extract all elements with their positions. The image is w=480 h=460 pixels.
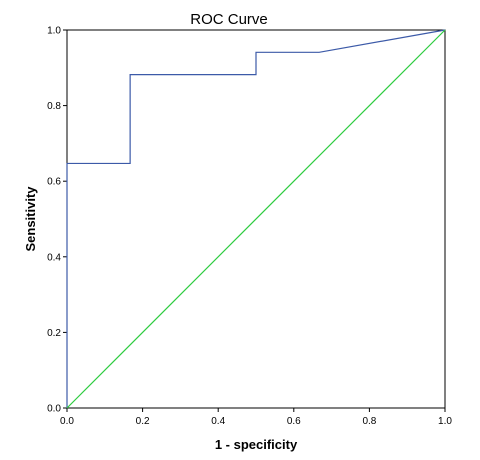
y-tick-label: 0.0: [47, 404, 61, 415]
x-tick-label: 0.2: [136, 416, 150, 427]
y-tick-label: 1.0: [47, 26, 61, 37]
x-axis-label: 1 - specificity: [215, 437, 298, 452]
x-tick-label: 0.4: [211, 416, 225, 427]
x-tick-label: 0.6: [287, 416, 301, 427]
y-tick-label: 0.4: [47, 252, 61, 263]
y-tick-label: 0.8: [47, 101, 61, 112]
x-axis-ticks: 0.0 0.2 0.4 0.6 0.8 1.0: [60, 408, 452, 427]
chart-title: ROC Curve: [190, 11, 268, 28]
y-tick-label: 0.2: [47, 328, 61, 339]
y-tick-label: 0.6: [47, 177, 61, 188]
x-tick-label: 0.8: [362, 416, 376, 427]
y-axis-ticks: 0.0 0.2 0.4 0.6 0.8 1.0: [47, 26, 67, 415]
roc-curve-line: [66, 29, 446, 408]
x-tick-label: 1.0: [438, 416, 452, 427]
x-tick-label: 0.0: [60, 416, 74, 427]
reference-diagonal-line: [66, 29, 446, 409]
y-axis-label: Sensitivity: [23, 186, 38, 252]
series-layer: [66, 29, 446, 409]
